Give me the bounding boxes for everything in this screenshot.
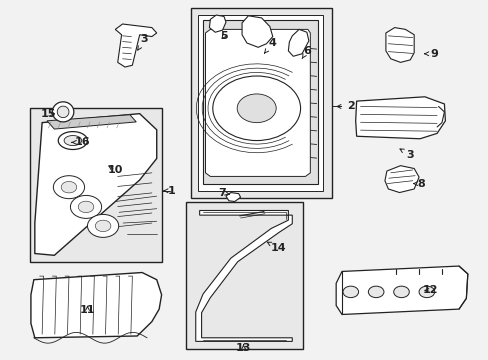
Text: 8: 8 (413, 179, 424, 189)
Text: 1: 1 (164, 186, 175, 196)
Text: 16: 16 (72, 138, 90, 147)
Circle shape (61, 181, 77, 193)
Polygon shape (58, 132, 87, 149)
Text: 14: 14 (267, 242, 286, 253)
Text: 7: 7 (218, 188, 229, 198)
Polygon shape (242, 16, 272, 47)
Circle shape (212, 76, 300, 140)
Text: 2: 2 (336, 102, 354, 112)
Polygon shape (52, 102, 74, 122)
Polygon shape (225, 193, 240, 202)
Circle shape (367, 286, 383, 298)
Circle shape (342, 286, 358, 298)
Text: 3: 3 (399, 149, 413, 160)
Circle shape (53, 176, 84, 199)
Circle shape (418, 286, 434, 298)
Bar (30, 108, 161, 262)
Circle shape (237, 94, 276, 123)
Polygon shape (209, 15, 225, 32)
Text: 9: 9 (424, 49, 438, 59)
Text: 11: 11 (80, 305, 95, 315)
Text: 3: 3 (138, 35, 148, 50)
Text: 13: 13 (235, 343, 251, 353)
Bar (185, 202, 303, 348)
Text: 15: 15 (41, 109, 56, 119)
Polygon shape (355, 97, 445, 139)
Circle shape (78, 201, 94, 213)
Bar (190, 8, 331, 198)
Polygon shape (64, 135, 81, 145)
Polygon shape (195, 211, 292, 341)
Circle shape (95, 220, 111, 231)
Polygon shape (57, 106, 69, 118)
Circle shape (87, 215, 119, 237)
Text: 10: 10 (107, 165, 122, 175)
Text: 4: 4 (264, 38, 276, 53)
Polygon shape (47, 115, 136, 129)
Polygon shape (35, 114, 157, 255)
Polygon shape (198, 15, 322, 191)
Polygon shape (335, 266, 467, 315)
Text: 5: 5 (220, 31, 227, 41)
Text: 12: 12 (422, 285, 438, 296)
Text: 6: 6 (302, 46, 310, 59)
Polygon shape (385, 28, 413, 62)
Polygon shape (288, 30, 308, 56)
Polygon shape (205, 30, 310, 176)
Circle shape (70, 195, 102, 219)
Polygon shape (203, 21, 317, 184)
Circle shape (393, 286, 408, 298)
Polygon shape (384, 166, 418, 193)
Polygon shape (115, 24, 157, 67)
Polygon shape (31, 273, 161, 338)
